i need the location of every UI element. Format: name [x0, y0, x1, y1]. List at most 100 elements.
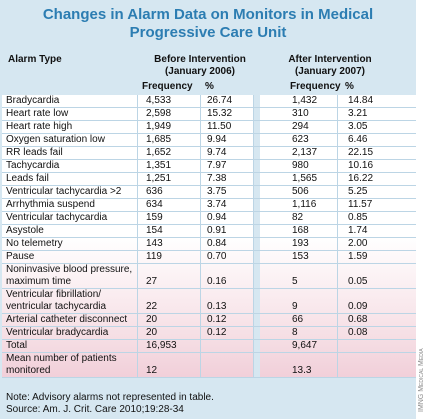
table-cell: Mean number of patients monitored: [2, 353, 138, 377]
table-cell: Tachycardia: [2, 160, 138, 172]
cell-text: 22: [146, 301, 158, 312]
cell-text: 6.46: [348, 134, 368, 145]
table-cell: 7.97: [201, 160, 254, 172]
cell-text: 9: [292, 301, 298, 312]
table-cell: 168: [260, 225, 338, 237]
table-cell: 4,533: [138, 95, 201, 107]
table-cell: 1,351: [138, 160, 201, 172]
cell-text: Ventricular fibrillation/ ventricular ta…: [6, 289, 107, 312]
cell-text: Arterial catheter disconnect: [6, 314, 128, 325]
table-cell: 22: [138, 289, 201, 313]
table-cell: Ventricular fibrillation/ ventricular ta…: [2, 289, 138, 313]
cell-text: 20: [146, 327, 158, 338]
table-cell: 16.22: [338, 173, 416, 185]
table-cell: 12: [138, 353, 201, 377]
cell-text: 3.75: [207, 186, 227, 197]
table-cell: 26.74: [201, 95, 254, 107]
spacer: [254, 212, 260, 224]
title: Changes in Alarm Data on Monitors in Med…: [42, 6, 374, 23]
table-cell: 153: [260, 251, 338, 263]
cell-text: 0.08: [348, 327, 368, 338]
table-cell: Leads fail: [2, 173, 138, 185]
table-row: Bradycardia 4,533 26.74 1,432 14.84: [2, 95, 416, 108]
cell-text: 1,949: [146, 121, 172, 132]
spacer: [254, 314, 260, 326]
cell-text: 168: [292, 225, 309, 236]
table-cell: Arterial catheter disconnect: [2, 314, 138, 326]
cell-text: 15.32: [207, 108, 233, 119]
table-cell: Total: [2, 340, 138, 352]
table-cell: 9,647: [260, 340, 338, 352]
subheader: %: [345, 81, 354, 92]
table-row: Noninvasive blood pressure, maximum time…: [2, 264, 416, 289]
table-cell: 0.12: [201, 314, 254, 326]
cell-text: Asystole: [6, 225, 44, 236]
cell-text: Noninvasive blood pressure, maximum time: [6, 264, 133, 287]
cell-text: 1,432: [292, 95, 318, 106]
table-cell: 0.84: [201, 238, 254, 250]
cell-text: 159: [146, 212, 163, 223]
cell-text: 82: [292, 212, 304, 223]
cell-text: 4,533: [146, 95, 172, 106]
cell-text: 2.00: [348, 238, 368, 249]
table-cell: 0.68: [338, 314, 416, 326]
table-cell: 15.32: [201, 108, 254, 120]
cell-text: 154: [146, 225, 163, 236]
table-cell: 2.00: [338, 238, 416, 250]
cell-text: 310: [292, 108, 309, 119]
table-cell: 636: [138, 186, 201, 198]
cell-text: 1,565: [292, 173, 318, 184]
subheader: %: [205, 81, 214, 92]
cell-text: 3.21: [348, 108, 368, 119]
spacer: [254, 340, 260, 352]
table-cell: 2,598: [138, 108, 201, 120]
subheader: Frequency: [142, 81, 193, 92]
cell-text: RR leads fail: [6, 147, 63, 158]
cell-text: Leads fail: [6, 173, 49, 184]
table-row: Ventricular tachycardia 159 0.94 82 0.85: [2, 212, 416, 225]
table-row: Pause 119 0.70 153 1.59: [2, 251, 416, 264]
table-cell: 0.70: [201, 251, 254, 263]
cell-text: 11.50: [207, 121, 232, 132]
table-cell: Ventricular tachycardia >2: [2, 186, 138, 198]
cell-text: Pause: [6, 251, 35, 262]
table-cell: 294: [260, 121, 338, 133]
cell-text: 1,685: [146, 134, 172, 145]
table-row: Ventricular tachycardia >2 636 3.75 506 5.25: [2, 186, 416, 199]
table-cell: 0.09: [338, 289, 416, 313]
table-cell: 1,652: [138, 147, 201, 159]
cell-text: 3.74: [207, 199, 227, 210]
table-cell: 9: [260, 289, 338, 313]
cell-text: 13.3: [292, 365, 312, 376]
cell-text: 1,351: [146, 160, 172, 171]
cell-text: Ventricular tachycardia >2: [6, 186, 122, 197]
table-cell: 20: [138, 327, 201, 339]
cell-text: 12: [146, 365, 158, 376]
table-cell: 1.74: [338, 225, 416, 237]
cell-text: 636: [146, 186, 163, 197]
table-cell: RR leads fail: [2, 147, 138, 159]
table-cell: Noninvasive blood pressure, maximum time: [2, 264, 138, 288]
table-body: Bradycardia 4,533 26.74 1,432 14.84 Heart rat…: [2, 95, 416, 378]
table-cell: 506: [260, 186, 338, 198]
table-cell: 10.16: [338, 160, 416, 172]
table-cell: 11.50: [201, 121, 254, 133]
cell-text: 22.15: [348, 147, 374, 158]
table-row: Ventricular fibrillation/ ventricular ta…: [2, 289, 416, 314]
cell-text: 8: [292, 327, 298, 338]
table-cell: 0.94: [201, 212, 254, 224]
table-cell: 1,432: [260, 95, 338, 107]
table-cell: 0.85: [338, 212, 416, 224]
table-cell: 13.3: [260, 353, 338, 377]
cell-text: 5: [292, 276, 298, 287]
cell-text: 0.16: [207, 276, 227, 287]
table-cell: Arrhythmia suspend: [2, 199, 138, 211]
table-cell: 5: [260, 264, 338, 288]
table-row: Ventricular bradycardia 20 0.12 8 0.08: [2, 327, 416, 340]
spacer: [254, 134, 260, 146]
table-cell: 0.08: [338, 327, 416, 339]
table-cell: 20: [138, 314, 201, 326]
table-cell: Heart rate high: [2, 121, 138, 133]
spacer: [254, 327, 260, 339]
spacer: [254, 186, 260, 198]
